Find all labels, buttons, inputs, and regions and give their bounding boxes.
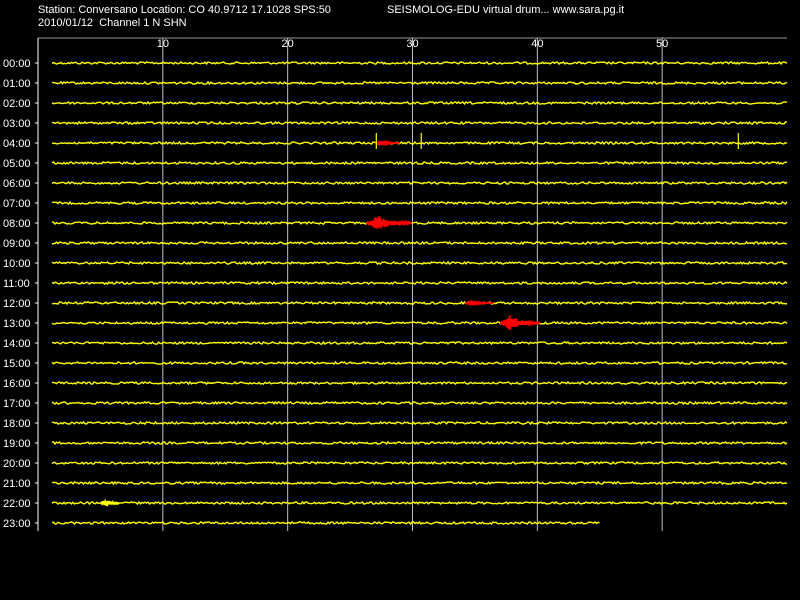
trace-row-01:00	[51, 80, 788, 86]
row-label-04:00: 04:00	[3, 138, 31, 150]
row-label-20:00: 20:00	[3, 458, 31, 470]
row-label-06:00: 06:00	[3, 178, 31, 190]
trace-row-20:00	[51, 460, 788, 466]
trace-row-22:00	[51, 500, 788, 506]
row-label-19:00: 19:00	[3, 438, 31, 450]
grid-layer	[35, 37, 787, 531]
row-label-09:00: 09:00	[3, 238, 31, 250]
trace-row-02:00	[51, 100, 788, 106]
label-layer: 10 20 30 40 50 00:00 01:00 02:00 03:00 04:00 05:00…	[3, 38, 668, 530]
trace-row-14:00	[51, 340, 788, 346]
trace-row-16:00	[51, 380, 788, 386]
row-label-22:00: 22:00	[3, 498, 31, 510]
event-04:00	[374, 139, 400, 148]
trace-row-08:00	[51, 220, 788, 226]
row-label-00:00: 00:00	[3, 58, 31, 70]
row-label-17:00: 17:00	[3, 398, 31, 410]
trace-row-15:00	[51, 360, 788, 366]
row-label-15:00: 15:00	[3, 358, 31, 370]
trace-row-04:00	[51, 140, 788, 146]
row-label-18:00: 18:00	[3, 418, 31, 430]
event-12:00	[464, 299, 494, 307]
trace-row-13:00	[51, 320, 788, 326]
trace-row-23:00	[51, 520, 600, 526]
trace-row-12:00	[51, 300, 788, 306]
event-22:00	[100, 499, 120, 507]
trace-row-07:00	[51, 200, 788, 206]
x-tick-label-30: 30	[406, 38, 418, 50]
event-08:00	[365, 215, 413, 229]
row-label-10:00: 10:00	[3, 258, 31, 270]
trace-row-17:00	[51, 400, 788, 406]
trace-row-05:00	[51, 160, 788, 166]
event-13:00	[499, 315, 541, 331]
row-label-14:00: 14:00	[3, 338, 31, 350]
trace-row-06:00	[51, 180, 788, 186]
app-title: SEISMOLOG-EDU virtual drum... www.sara.p…	[387, 4, 625, 16]
row-label-05:00: 05:00	[3, 158, 31, 170]
row-label-13:00: 13:00	[3, 318, 31, 330]
row-label-08:00: 08:00	[3, 218, 31, 230]
row-label-16:00: 16:00	[3, 378, 31, 390]
trace-row-00:00	[51, 60, 788, 66]
x-tick-label-40: 40	[531, 38, 543, 50]
row-label-01:00: 01:00	[3, 78, 31, 90]
x-tick-label-10: 10	[157, 38, 169, 50]
trace-row-10:00	[51, 260, 788, 266]
row-label-07:00: 07:00	[3, 198, 31, 210]
trace-row-11:00	[51, 280, 788, 286]
row-label-03:00: 03:00	[3, 118, 31, 130]
row-label-11:00: 11:00	[3, 278, 30, 290]
row-label-21:00: 21:00	[3, 478, 31, 490]
trace-row-18:00	[51, 420, 788, 426]
trace-row-03:00	[51, 120, 788, 126]
trace-layer	[51, 60, 788, 526]
station-info: Station: Conversano Location: CO 40.9712…	[38, 4, 331, 16]
x-tick-label-50: 50	[656, 38, 668, 50]
date-channel-info: 2010/01/12 Channel 1 N SHN	[38, 17, 187, 29]
trace-row-21:00	[51, 480, 788, 486]
trace-row-09:00	[51, 240, 788, 246]
row-label-23:00: 23:00	[3, 518, 31, 530]
trace-row-19:00	[51, 440, 788, 446]
row-label-02:00: 02:00	[3, 98, 31, 110]
x-tick-label-20: 20	[282, 38, 294, 50]
row-label-12:00: 12:00	[3, 298, 31, 310]
